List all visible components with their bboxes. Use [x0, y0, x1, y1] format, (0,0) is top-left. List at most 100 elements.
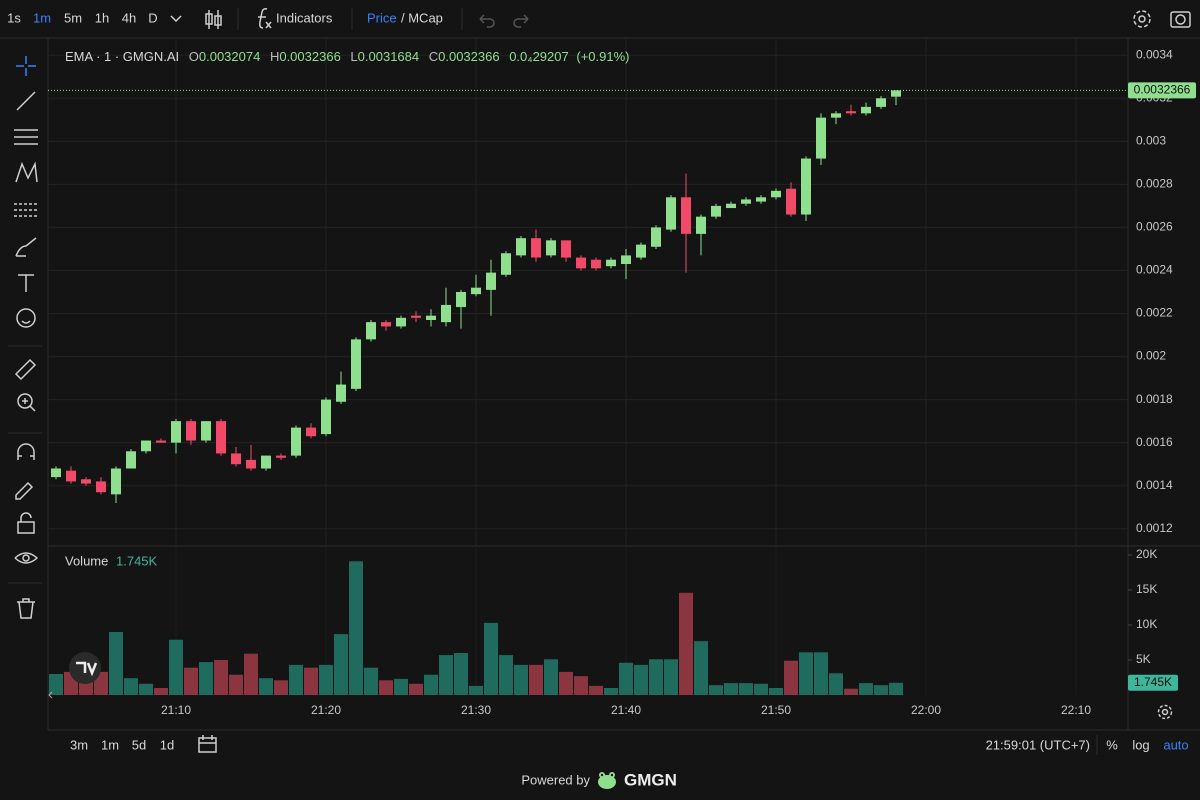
price-toggle[interactable]: Price [367, 10, 397, 25]
undo-icon[interactable] [479, 14, 495, 28]
candle-body [381, 322, 391, 327]
mcap-toggle[interactable]: / MCap [401, 10, 443, 25]
zoom-tool[interactable] [17, 393, 36, 412]
x-tick-label: 21:20 [311, 703, 341, 717]
interval-button[interactable]: 1s [7, 10, 21, 25]
volume-bar [739, 683, 753, 695]
volume-bar [454, 653, 468, 695]
legend-l-label: L [350, 49, 357, 64]
candle-body [831, 113, 841, 118]
candle-body [351, 339, 361, 389]
candle-body [231, 453, 241, 465]
camera-icon[interactable] [1170, 11, 1191, 28]
redo-icon[interactable] [513, 14, 529, 28]
volume-bar [79, 680, 93, 695]
crosshair-tool[interactable] [16, 56, 36, 76]
chevron-icon[interactable] [170, 15, 182, 23]
line-tool[interactable] [16, 91, 36, 111]
fib-tool[interactable] [14, 203, 38, 217]
left-toolbar [8, 56, 42, 619]
x-tick-label: 21:50 [761, 703, 791, 717]
interval-group: 1s 1m 5m 1h 4h D [7, 10, 158, 25]
candle-body [276, 455, 286, 458]
candle-body [306, 427, 316, 437]
volume-bar [514, 664, 528, 695]
volume-bar [709, 685, 723, 695]
legend-h-value: 0.0032366 [279, 49, 340, 64]
candle-body [51, 468, 61, 478]
volume-bar [799, 652, 813, 695]
candle-body [801, 158, 811, 215]
volume-bar [784, 660, 798, 695]
candle-body [201, 421, 211, 441]
scroll-arrow[interactable] [48, 691, 53, 699]
volume-tag [1128, 674, 1178, 691]
log-toggle[interactable]: log [1132, 737, 1149, 752]
range-button[interactable]: 3m [70, 737, 88, 752]
volume-bar [559, 671, 573, 695]
candle-body [681, 197, 691, 234]
candle-body [96, 481, 106, 493]
volume-legend-value: 1.745K [116, 553, 158, 568]
x-tick-label: 21:30 [461, 703, 491, 717]
trash-tool[interactable] [17, 598, 35, 619]
candle-body [741, 199, 751, 204]
lock-draw-tool[interactable] [15, 481, 34, 500]
y-tick-label: 0.0026 [1136, 220, 1173, 234]
channel-tool[interactable] [14, 129, 38, 145]
volume-bar [199, 662, 213, 695]
range-button[interactable]: 1m [101, 737, 119, 752]
indicators-button[interactable]: Indicators [276, 10, 333, 25]
candle-body [606, 259, 616, 267]
gmgn-logo [598, 772, 616, 789]
candle-body [126, 451, 136, 469]
settings-icon[interactable] [1133, 10, 1151, 28]
percent-toggle[interactable]: % [1106, 737, 1118, 752]
volume-bar [109, 632, 123, 695]
y-tick-label: 0.0014 [1136, 478, 1173, 492]
legend-change: 0.0₄29207 [509, 49, 569, 64]
legend-o-value: 0.0032074 [199, 49, 260, 64]
volume-bar [664, 659, 678, 695]
interval-button[interactable]: D [148, 10, 157, 25]
range-button[interactable]: 5d [132, 737, 146, 752]
auto-toggle[interactable]: auto [1163, 737, 1188, 752]
ruler-tool[interactable] [14, 358, 37, 381]
y-tick-label: 0.0028 [1136, 177, 1173, 191]
lock-tool[interactable] [17, 512, 35, 534]
candle-body [321, 399, 331, 435]
candle-body [291, 427, 301, 456]
legend-c-value: 0.0032366 [438, 49, 499, 64]
candle-body [636, 244, 646, 258]
magnet-tool[interactable] [17, 443, 35, 460]
candle-body [876, 98, 886, 107]
emoji-tool[interactable] [16, 308, 36, 328]
interval-button[interactable]: 4h [122, 10, 136, 25]
volume-bar [634, 664, 648, 695]
candle-icon[interactable] [205, 10, 222, 29]
visibility-tool[interactable] [14, 552, 39, 564]
range-button[interactable]: 1d [160, 737, 174, 752]
text-tool[interactable] [18, 274, 34, 292]
date-range-icon[interactable] [198, 735, 217, 753]
candle-body [246, 459, 256, 469]
volume-tick-label: 10K [1136, 617, 1157, 631]
candle-body [336, 384, 346, 402]
volume-bar [469, 685, 483, 695]
pattern-tool[interactable] [15, 161, 38, 183]
powered-by: Powered by [521, 772, 590, 787]
fx-icon[interactable] [258, 8, 272, 29]
candle-body [726, 203, 736, 209]
volume-bar [244, 653, 258, 695]
volume-tick-label: 15K [1136, 582, 1157, 596]
interval-button[interactable]: 1h [95, 10, 109, 25]
y-tick-label: 0.0016 [1136, 435, 1173, 449]
volume-bar [184, 667, 198, 695]
brush-tool[interactable] [15, 237, 37, 257]
axis-settings-icon[interactable] [1157, 704, 1173, 720]
interval-button[interactable]: 1m [33, 10, 51, 25]
interval-button[interactable]: 5m [64, 10, 82, 25]
volume-bar [424, 674, 438, 695]
candle-body [111, 468, 121, 495]
y-tick-label: 0.0024 [1136, 263, 1173, 277]
